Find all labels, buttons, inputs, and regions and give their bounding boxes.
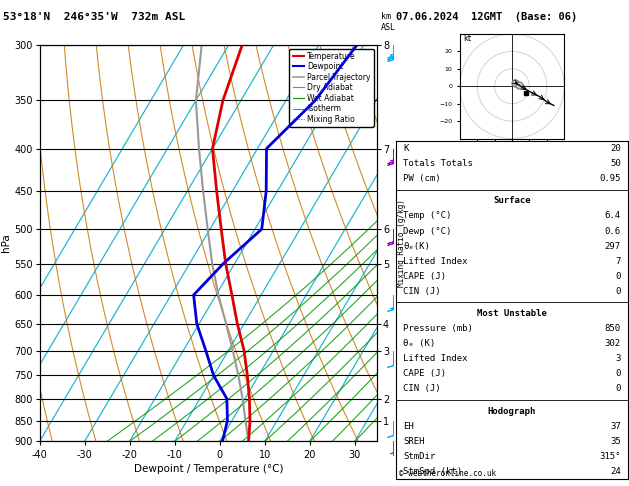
Text: 0.6: 0.6 <box>604 226 621 236</box>
Text: 315°: 315° <box>599 451 621 461</box>
Y-axis label: hPa: hPa <box>1 234 11 252</box>
Text: Lifted Index: Lifted Index <box>403 354 468 363</box>
Text: EH: EH <box>403 422 414 431</box>
Text: Surface: Surface <box>493 196 531 206</box>
Text: 0: 0 <box>615 369 621 378</box>
Text: © weatheronline.co.uk: © weatheronline.co.uk <box>399 469 496 478</box>
Text: CAPE (J): CAPE (J) <box>403 272 446 280</box>
Text: SREH: SREH <box>403 437 425 446</box>
Text: 24: 24 <box>610 467 621 476</box>
Text: Lifted Index: Lifted Index <box>403 257 468 265</box>
Text: Totals Totals: Totals Totals <box>403 159 473 168</box>
Text: 0: 0 <box>615 384 621 393</box>
Text: km
ASL: km ASL <box>381 12 396 32</box>
X-axis label: Dewpoint / Temperature (°C): Dewpoint / Temperature (°C) <box>134 465 283 474</box>
Text: 3: 3 <box>615 354 621 363</box>
Text: 07.06.2024  12GMT  (Base: 06): 07.06.2024 12GMT (Base: 06) <box>396 12 577 22</box>
Text: CAPE (J): CAPE (J) <box>403 369 446 378</box>
Text: Pressure (mb): Pressure (mb) <box>403 324 473 333</box>
Text: CIN (J): CIN (J) <box>403 384 441 393</box>
Text: 302: 302 <box>604 339 621 348</box>
Text: 0.95: 0.95 <box>599 174 621 183</box>
Text: 297: 297 <box>604 242 621 250</box>
Text: K: K <box>403 144 409 153</box>
Text: LCL: LCL <box>418 416 433 425</box>
Text: 37: 37 <box>610 422 621 431</box>
Legend: Temperature, Dewpoint, Parcel Trajectory, Dry Adiabat, Wet Adiabat, Isotherm, Mi: Temperature, Dewpoint, Parcel Trajectory… <box>289 49 374 127</box>
Text: Temp (°C): Temp (°C) <box>403 211 452 221</box>
Text: 850: 850 <box>604 324 621 333</box>
Text: Mixing Ratio (g/kg): Mixing Ratio (g/kg) <box>397 199 406 287</box>
Text: StmDir: StmDir <box>403 451 435 461</box>
Text: kt: kt <box>463 34 471 43</box>
Text: 0: 0 <box>615 287 621 295</box>
Text: Hodograph: Hodograph <box>488 407 536 416</box>
Text: 7: 7 <box>615 257 621 265</box>
Text: 35: 35 <box>610 437 621 446</box>
Text: 6.4: 6.4 <box>604 211 621 221</box>
Text: θₑ (K): θₑ (K) <box>403 339 435 348</box>
Text: PW (cm): PW (cm) <box>403 174 441 183</box>
Text: θₑ(K): θₑ(K) <box>403 242 430 250</box>
Text: 53°18'N  246°35'W  732m ASL: 53°18'N 246°35'W 732m ASL <box>3 12 186 22</box>
Text: 50: 50 <box>610 159 621 168</box>
Text: CIN (J): CIN (J) <box>403 287 441 295</box>
Text: Dewp (°C): Dewp (°C) <box>403 226 452 236</box>
Text: StmSpd (kt): StmSpd (kt) <box>403 467 462 476</box>
Text: 0: 0 <box>615 272 621 280</box>
Text: 20: 20 <box>610 144 621 153</box>
Text: Most Unstable: Most Unstable <box>477 309 547 318</box>
